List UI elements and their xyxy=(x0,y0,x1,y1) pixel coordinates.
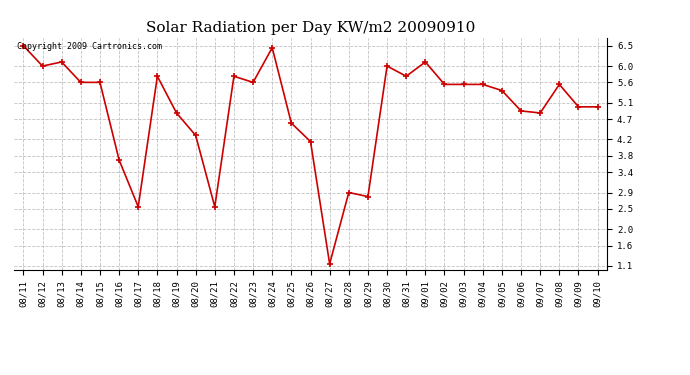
Title: Solar Radiation per Day KW/m2 20090910: Solar Radiation per Day KW/m2 20090910 xyxy=(146,21,475,35)
Text: Copyright 2009 Cartronics.com: Copyright 2009 Cartronics.com xyxy=(17,42,161,51)
